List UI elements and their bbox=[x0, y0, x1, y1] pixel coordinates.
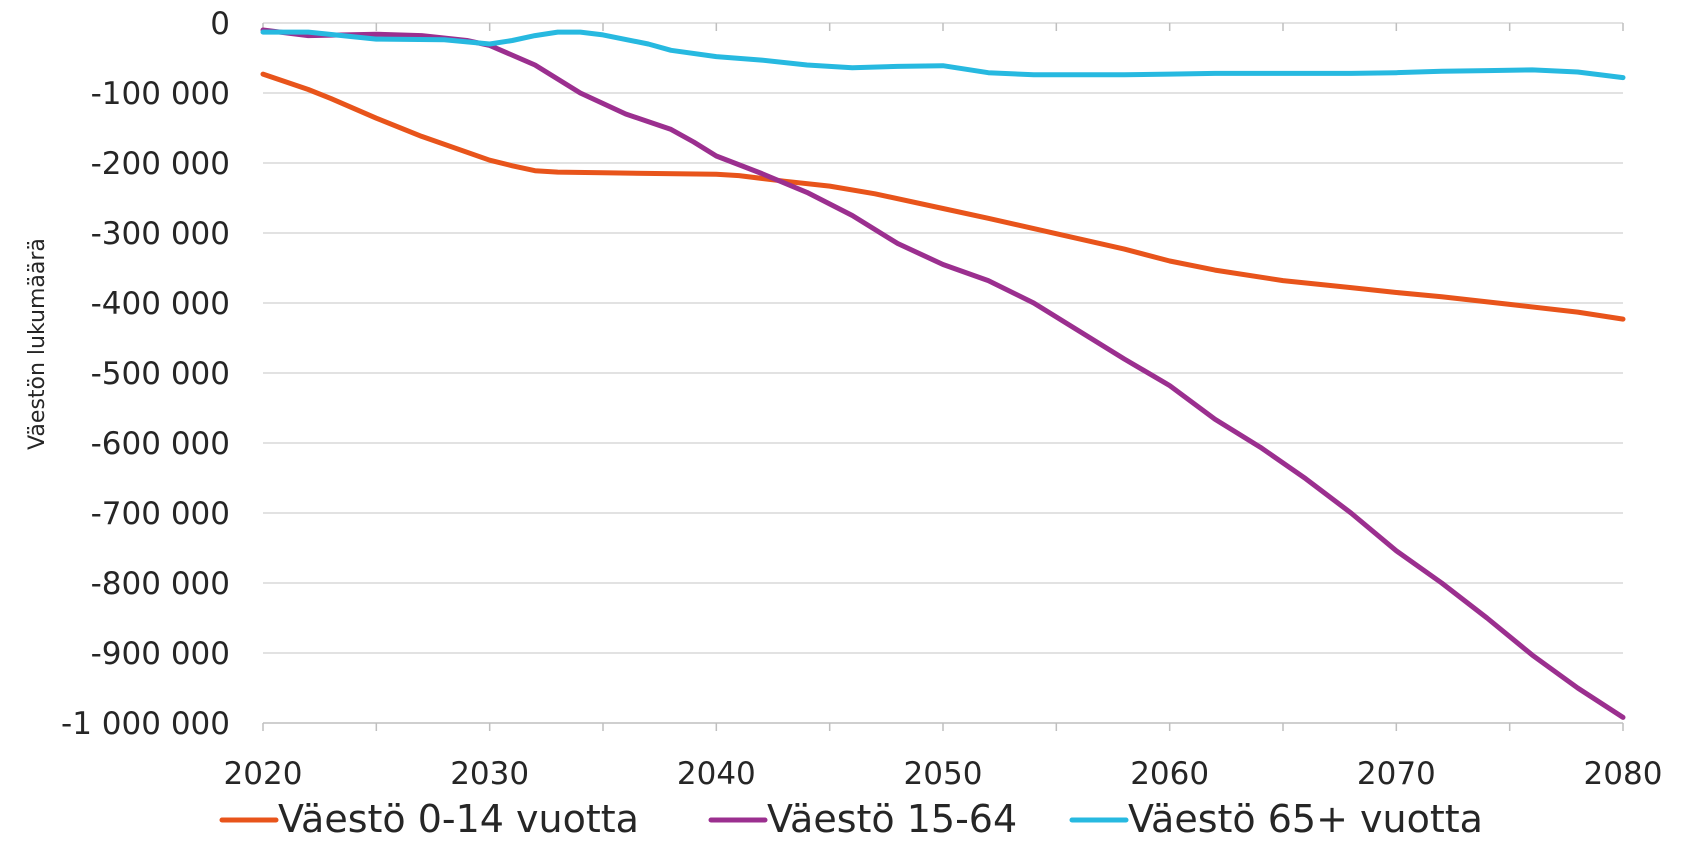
y-tick-label: -900 000 bbox=[91, 636, 230, 672]
y-tick-label: -700 000 bbox=[91, 496, 230, 532]
legend: Väestö 0-14 vuotta Väestö 15-64 Väestö 65+… bbox=[219, 797, 1483, 841]
y-tick-label: -800 000 bbox=[91, 566, 230, 602]
x-axis-ticks bbox=[262, 23, 1624, 731]
legend-label: Väestö 15-64 bbox=[767, 797, 1017, 841]
y-tick-label: -200 000 bbox=[91, 146, 230, 182]
x-tick-label: 2020 bbox=[224, 756, 303, 792]
y-tick-label: -600 000 bbox=[91, 426, 230, 462]
gridlines bbox=[263, 22, 1623, 654]
x-axis-tick-labels: 2020 2030 2040 2050 2060 2070 2080 bbox=[224, 756, 1663, 792]
x-tick-label: 2040 bbox=[677, 756, 756, 792]
x-tick-label: 2050 bbox=[904, 756, 983, 792]
x-tick-label: 2060 bbox=[1130, 756, 1209, 792]
y-tick-label: -500 000 bbox=[91, 356, 230, 392]
y-tick-label: -300 000 bbox=[91, 216, 230, 252]
x-tick-label: 2080 bbox=[1584, 756, 1663, 792]
legend-label: Väestö 65+ vuotta bbox=[1128, 797, 1483, 841]
series-lines bbox=[260, 27, 1626, 720]
series-line bbox=[260, 29, 1626, 81]
x-tick-label: 2030 bbox=[450, 756, 529, 792]
series-line bbox=[260, 27, 1626, 720]
y-axis-tick-labels: 0 -100 000 -200 000 -300 000 -400 000 -500 00… bbox=[61, 6, 230, 742]
series-line bbox=[260, 71, 1626, 322]
y-tick-label: -1 000 000 bbox=[61, 706, 230, 742]
legend-label: Väestö 0-14 vuotta bbox=[278, 797, 639, 841]
y-axis-title: Väestön lukumäärä bbox=[25, 238, 50, 450]
y-tick-label: 0 bbox=[210, 6, 230, 42]
y-tick-label: -400 000 bbox=[91, 286, 230, 322]
y-tick-label: -100 000 bbox=[91, 76, 230, 112]
x-tick-label: 2070 bbox=[1357, 756, 1436, 792]
